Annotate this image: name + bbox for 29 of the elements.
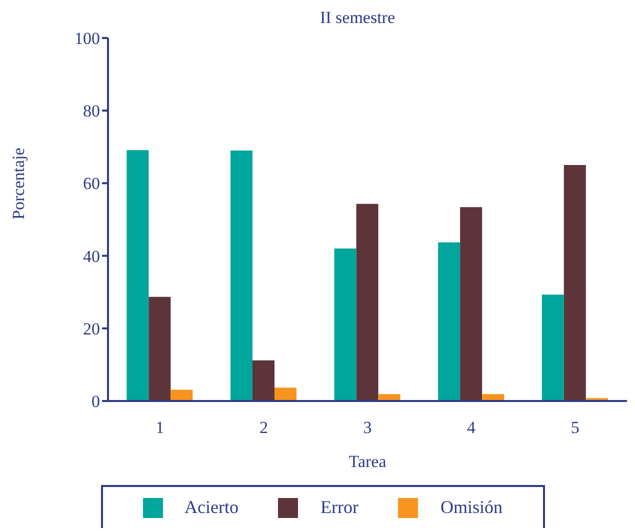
y-tick-label: 20 <box>83 319 100 338</box>
y-tick-label: 100 <box>74 29 100 48</box>
bar <box>126 150 149 401</box>
x-tick-label: 1 <box>156 418 164 438</box>
bar <box>252 360 274 401</box>
bar <box>274 388 296 401</box>
bar <box>356 204 378 401</box>
bar <box>334 248 356 401</box>
bar <box>564 165 586 401</box>
y-tick-label: 80 <box>83 102 100 121</box>
y-tick-label: 60 <box>83 174 100 194</box>
x-axis-title: Tarea <box>348 452 387 471</box>
x-tick-label: 4 <box>467 418 476 438</box>
legend-label: Omisión <box>440 497 502 518</box>
y-tick-label: 40 <box>83 246 100 266</box>
x-tick-label: 5 <box>570 418 580 438</box>
bar <box>170 390 193 401</box>
x-tick-label: 2 <box>259 418 268 438</box>
chart-title: II semestre <box>318 8 396 28</box>
x-tick-label: 3 <box>363 418 372 438</box>
bar <box>542 294 564 401</box>
y-tick-label: 0 <box>92 392 100 412</box>
legend-label: Acierto <box>184 497 238 518</box>
bar <box>148 296 171 401</box>
legend-label: Error <box>320 497 358 518</box>
bar <box>438 242 460 401</box>
bar <box>230 150 252 401</box>
y-axis-title: Porcentaje <box>9 148 28 220</box>
bar <box>460 207 482 401</box>
